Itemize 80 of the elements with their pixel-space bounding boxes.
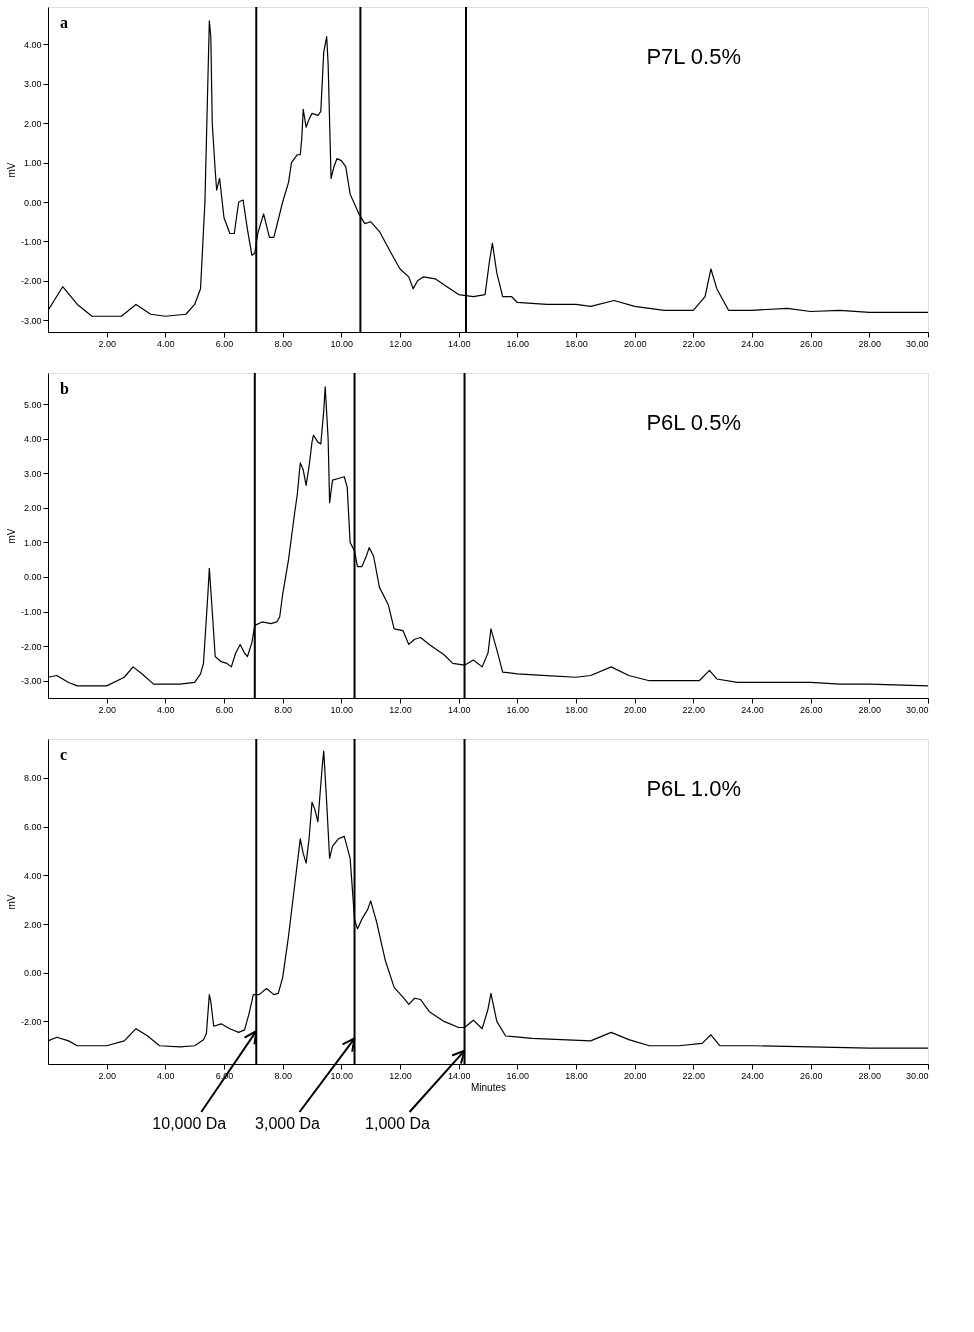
chart-title: c (60, 746, 68, 763)
y-tick-label: 3.00 (23, 468, 42, 479)
annotation: 3,000 Da (255, 1115, 321, 1132)
y-axis-title: mV (5, 894, 17, 910)
x-tick-label: 20.00 (623, 338, 647, 349)
annotation: P6L 0.5% (646, 410, 741, 435)
y-tick-label: 0.00 (23, 197, 42, 208)
x-tick-label: 14.00 (447, 704, 471, 715)
y-tick-label: -1.00 (20, 607, 42, 618)
x-tick-label: 16.00 (506, 338, 530, 349)
y-tick-label: 2.00 (23, 919, 42, 930)
x-tick-label: 10.00 (330, 338, 354, 349)
x-tick-label: 14.00 (447, 338, 471, 349)
y-tick-label: 5.00 (23, 399, 42, 410)
y-axis-title: mV (5, 162, 17, 178)
x-tick-label: 2.00 (98, 704, 116, 715)
x-tick-label: 8.00 (274, 1070, 292, 1081)
x-tick-label: 8.00 (274, 338, 292, 349)
y-tick-label: 4.00 (23, 39, 42, 50)
x-tick-label: 26.00 (799, 338, 823, 349)
x-tick-label: 24.00 (741, 704, 764, 715)
y-tick-label: -3.00 (20, 315, 42, 326)
y-tick-label: 2.00 (23, 118, 42, 129)
y-tick-label: 2.00 (23, 503, 42, 514)
x-tick-label: 4.00 (157, 338, 175, 349)
x-tick-label: 6.00 (215, 338, 234, 349)
x-tick-label: 26.00 (799, 704, 823, 715)
x-tick-label: 30.00 (905, 704, 929, 715)
x-tick-label: 12.00 (389, 1070, 412, 1081)
x-tick-label: 30.00 (905, 338, 929, 349)
y-tick-label: 8.00 (23, 773, 42, 784)
annotation: P7L 0.5% (646, 44, 741, 69)
annotation: 1,000 Da (365, 1115, 431, 1132)
y-tick-label: 1.00 (23, 158, 42, 169)
x-tick-label: 26.00 (799, 1070, 823, 1081)
annotation: 10,000 Da (152, 1115, 227, 1132)
y-tick-label: 4.00 (23, 870, 42, 881)
y-tick-label: -2.00 (20, 1016, 42, 1027)
y-tick-label: 6.00 (23, 822, 42, 833)
x-tick-label: 6.00 (215, 704, 234, 715)
x-tick-label: 28.00 (858, 338, 882, 349)
x-tick-label: 16.00 (506, 704, 530, 715)
y-tick-label: 3.00 (23, 79, 42, 90)
x-axis-title: Minutes (470, 1081, 507, 1093)
x-tick-label: 22.00 (682, 1070, 706, 1081)
x-tick-label: 14.00 (447, 1070, 471, 1081)
y-tick-label: -2.00 (20, 276, 42, 287)
y-tick-label: -3.00 (20, 676, 42, 687)
x-tick-label: 2.00 (98, 1070, 116, 1081)
chart-title: b (60, 380, 69, 397)
x-tick-label: 18.00 (565, 1070, 588, 1081)
y-tick-label: 1.00 (23, 537, 42, 548)
x-tick-label: 10.00 (330, 704, 354, 715)
y-axis-title: mV (5, 528, 17, 544)
x-tick-label: 20.00 (623, 1070, 647, 1081)
x-tick-label: 22.00 (682, 338, 706, 349)
x-tick-label: 4.00 (157, 1070, 175, 1081)
y-tick-label: 4.00 (23, 434, 42, 445)
x-tick-label: 16.00 (506, 1070, 530, 1081)
x-tick-label: 24.00 (741, 338, 764, 349)
y-tick-label: -2.00 (20, 641, 42, 652)
x-tick-label: 20.00 (623, 704, 647, 715)
annotation: P6L 1.0% (646, 776, 741, 801)
x-tick-label: 18.00 (565, 704, 588, 715)
x-tick-label: 10.00 (330, 1070, 354, 1081)
x-tick-label: 24.00 (741, 1070, 764, 1081)
x-tick-label: 12.00 (389, 704, 412, 715)
x-tick-label: 22.00 (682, 704, 706, 715)
x-tick-label: 2.00 (98, 338, 116, 349)
y-tick-label: -1.00 (20, 236, 42, 247)
y-tick-label: 0.00 (23, 968, 42, 979)
x-tick-label: 12.00 (389, 338, 412, 349)
y-tick-label: 0.00 (23, 572, 42, 583)
x-tick-label: 28.00 (858, 704, 882, 715)
x-tick-label: 18.00 (565, 338, 588, 349)
x-tick-label: 4.00 (157, 704, 175, 715)
x-tick-label: 30.00 (905, 1070, 929, 1081)
chart-title: a (60, 14, 68, 31)
x-tick-label: 8.00 (274, 704, 292, 715)
x-tick-label: 28.00 (858, 1070, 882, 1081)
